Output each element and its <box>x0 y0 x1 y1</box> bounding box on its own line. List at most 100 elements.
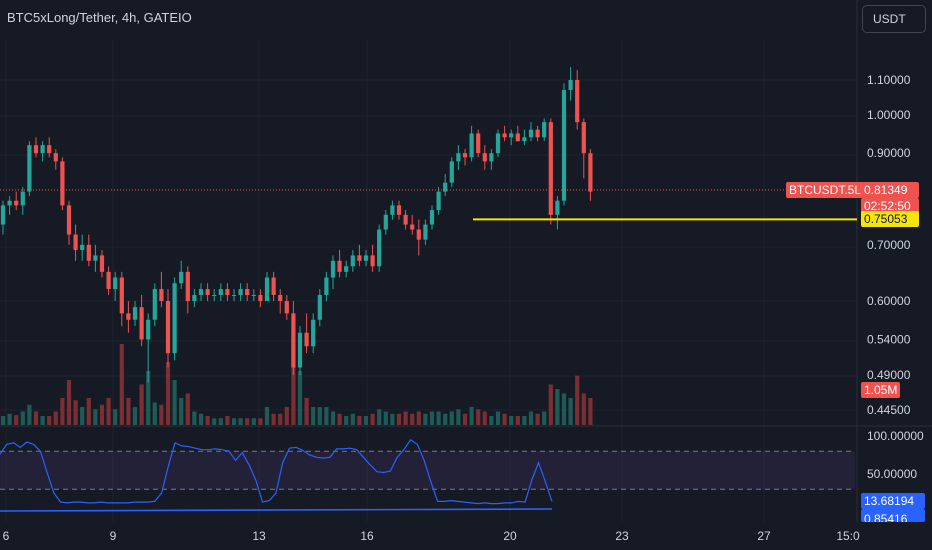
rsi-pane[interactable] <box>0 438 855 512</box>
candle-body[interactable] <box>264 277 270 302</box>
candle-body[interactable] <box>357 255 362 261</box>
candle-body[interactable] <box>588 153 593 192</box>
volume-bar <box>350 413 355 425</box>
candle-body[interactable] <box>212 294 217 296</box>
candle-body[interactable] <box>40 145 45 154</box>
candle-body[interactable] <box>515 133 520 142</box>
candle-body[interactable] <box>337 260 342 272</box>
candle-body[interactable] <box>429 210 435 225</box>
candle-body[interactable] <box>80 244 85 251</box>
candle-body[interactable] <box>350 255 355 267</box>
candle-body[interactable] <box>27 145 32 192</box>
candle-body[interactable] <box>7 200 12 206</box>
price-axis[interactable]: 1.10000 1.00000 0.90000 0.70000 0.60000 0.540… <box>867 73 924 481</box>
candle-body[interactable] <box>14 200 19 206</box>
candle-body[interactable] <box>410 224 415 230</box>
candle-body[interactable] <box>159 289 164 302</box>
candle-body[interactable] <box>377 229 382 267</box>
candle-body[interactable] <box>495 133 501 154</box>
candle-body[interactable] <box>502 133 507 138</box>
candle-body[interactable] <box>383 214 388 230</box>
candle-body[interactable] <box>476 133 481 154</box>
candle-body[interactable] <box>363 255 369 261</box>
candle-body[interactable] <box>278 294 283 302</box>
candle-body[interactable] <box>462 153 468 158</box>
candle-body[interactable] <box>284 301 289 314</box>
candle-body[interactable] <box>99 255 105 272</box>
candles[interactable] <box>0 66 593 383</box>
candle-body[interactable] <box>317 294 322 320</box>
candle-body[interactable] <box>238 289 243 295</box>
candle-body[interactable] <box>581 122 586 154</box>
candle-body[interactable] <box>568 80 573 91</box>
candle-body[interactable] <box>258 294 263 302</box>
candle-body[interactable] <box>0 205 6 225</box>
candle-body[interactable] <box>185 271 190 302</box>
candle-body[interactable] <box>132 307 138 320</box>
candle-body[interactable] <box>205 289 210 295</box>
candle-body[interactable] <box>390 205 395 215</box>
candle-body[interactable] <box>172 283 177 354</box>
candle-body[interactable] <box>251 294 256 296</box>
candle-body[interactable] <box>548 122 553 215</box>
candle-body[interactable] <box>370 255 375 267</box>
candle-body[interactable] <box>86 244 91 261</box>
candle-body[interactable] <box>449 161 454 183</box>
candle-body[interactable] <box>119 277 124 314</box>
candle-body[interactable] <box>165 301 171 354</box>
candle-body[interactable] <box>33 145 39 154</box>
candle-body[interactable] <box>139 307 144 340</box>
candle-body[interactable] <box>179 271 184 284</box>
currency-selector-button[interactable]: USDT <box>862 5 926 33</box>
candle-body[interactable] <box>535 129 540 138</box>
candle-body[interactable] <box>456 153 461 162</box>
candle-body[interactable] <box>291 313 296 368</box>
candle-body[interactable] <box>575 80 580 123</box>
candle-body[interactable] <box>271 277 276 295</box>
candle-body[interactable] <box>561 90 567 201</box>
candle-body[interactable] <box>324 277 329 295</box>
candle-body[interactable] <box>528 129 534 138</box>
candle-body[interactable] <box>297 332 303 368</box>
candle-body[interactable] <box>416 229 421 240</box>
candle-body[interactable] <box>152 289 157 320</box>
candle-body[interactable] <box>73 234 78 251</box>
candle-body[interactable] <box>423 224 428 240</box>
volume-bar <box>7 413 12 425</box>
candle-body[interactable] <box>489 153 494 162</box>
candle-body[interactable] <box>469 133 474 158</box>
candle-body[interactable] <box>93 255 98 261</box>
candle-body[interactable] <box>245 289 250 295</box>
candle-body[interactable] <box>542 122 547 138</box>
candle-body[interactable] <box>20 191 25 206</box>
candle-body[interactable] <box>330 260 336 278</box>
candle-body[interactable] <box>344 266 349 272</box>
candle-body[interactable] <box>482 153 487 162</box>
candle-body[interactable] <box>218 289 223 295</box>
candle-body[interactable] <box>192 294 197 302</box>
candle-body[interactable] <box>231 294 237 296</box>
candle-body[interactable] <box>66 205 72 235</box>
candle-body[interactable] <box>146 319 151 340</box>
candle-body[interactable] <box>555 200 560 215</box>
candle-body[interactable] <box>304 332 309 347</box>
candle-body[interactable] <box>53 153 58 162</box>
candle-body[interactable] <box>403 214 408 225</box>
candle-body[interactable] <box>225 289 230 295</box>
candle-body[interactable] <box>198 289 204 295</box>
candle-body[interactable] <box>443 182 448 192</box>
volume-bar <box>469 407 474 425</box>
candle-body[interactable] <box>436 191 441 211</box>
candle-body[interactable] <box>311 319 316 347</box>
volume-bar <box>0 416 6 425</box>
candle-body[interactable] <box>396 205 402 215</box>
candle-body[interactable] <box>113 277 118 290</box>
candle-body[interactable] <box>106 271 111 290</box>
candle-body[interactable] <box>126 313 131 320</box>
candle-body[interactable] <box>522 137 527 142</box>
candle-body[interactable] <box>509 133 514 138</box>
candle-body[interactable] <box>47 145 52 154</box>
candle-body[interactable] <box>60 161 65 206</box>
time-axis[interactable]: 6 9 13 16 20 23 27 15:0 <box>3 529 860 543</box>
